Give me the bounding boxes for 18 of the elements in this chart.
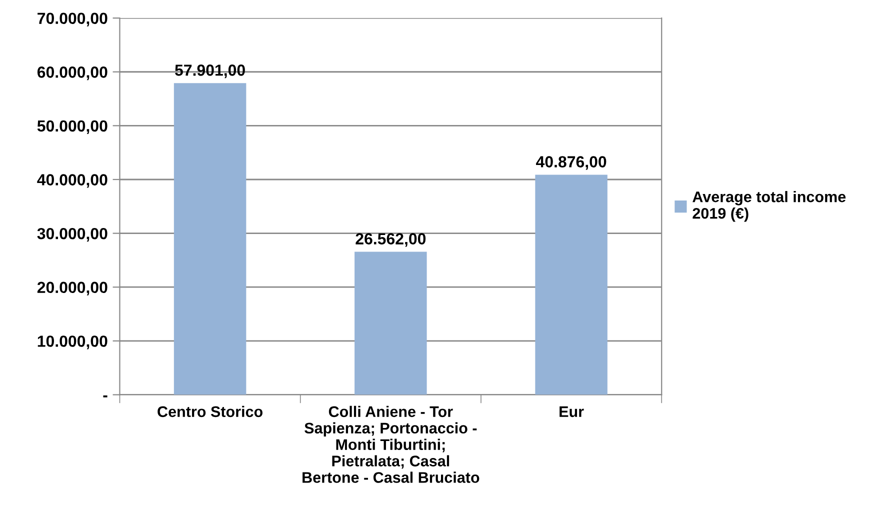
x-tick-label: Centro Storico	[158, 406, 263, 418]
bar	[174, 83, 246, 395]
y-tick-label: 30.000,00	[37, 228, 108, 242]
y-tick-label: 50.000,00	[37, 120, 108, 134]
y-tick-label: 70.000,00	[38, 12, 108, 26]
y-tick-label: 40.000,00	[37, 174, 108, 188]
y-tick-label: 60.000,00	[37, 66, 108, 80]
legend-label: Average total income 2019 (€)	[692, 191, 846, 222]
bar	[535, 174, 608, 395]
data-label: 57.901,00	[175, 64, 245, 78]
x-tick-label: Colli Aniene - Tor Sapienza; Portonaccio - Monti Tiburtini; Pietralata; Casal Bertone - Casal Bruciato	[302, 406, 480, 483]
data-label: 40.876,00	[536, 156, 606, 170]
data-label: 26.562,00	[356, 233, 426, 247]
x-tick-label: Eur	[560, 406, 584, 418]
y-tick-label: 10.000,00	[38, 336, 108, 350]
y-tick-label: 20.000,00	[37, 282, 108, 296]
bar	[354, 252, 427, 395]
y-tick-label: -	[103, 395, 108, 398]
